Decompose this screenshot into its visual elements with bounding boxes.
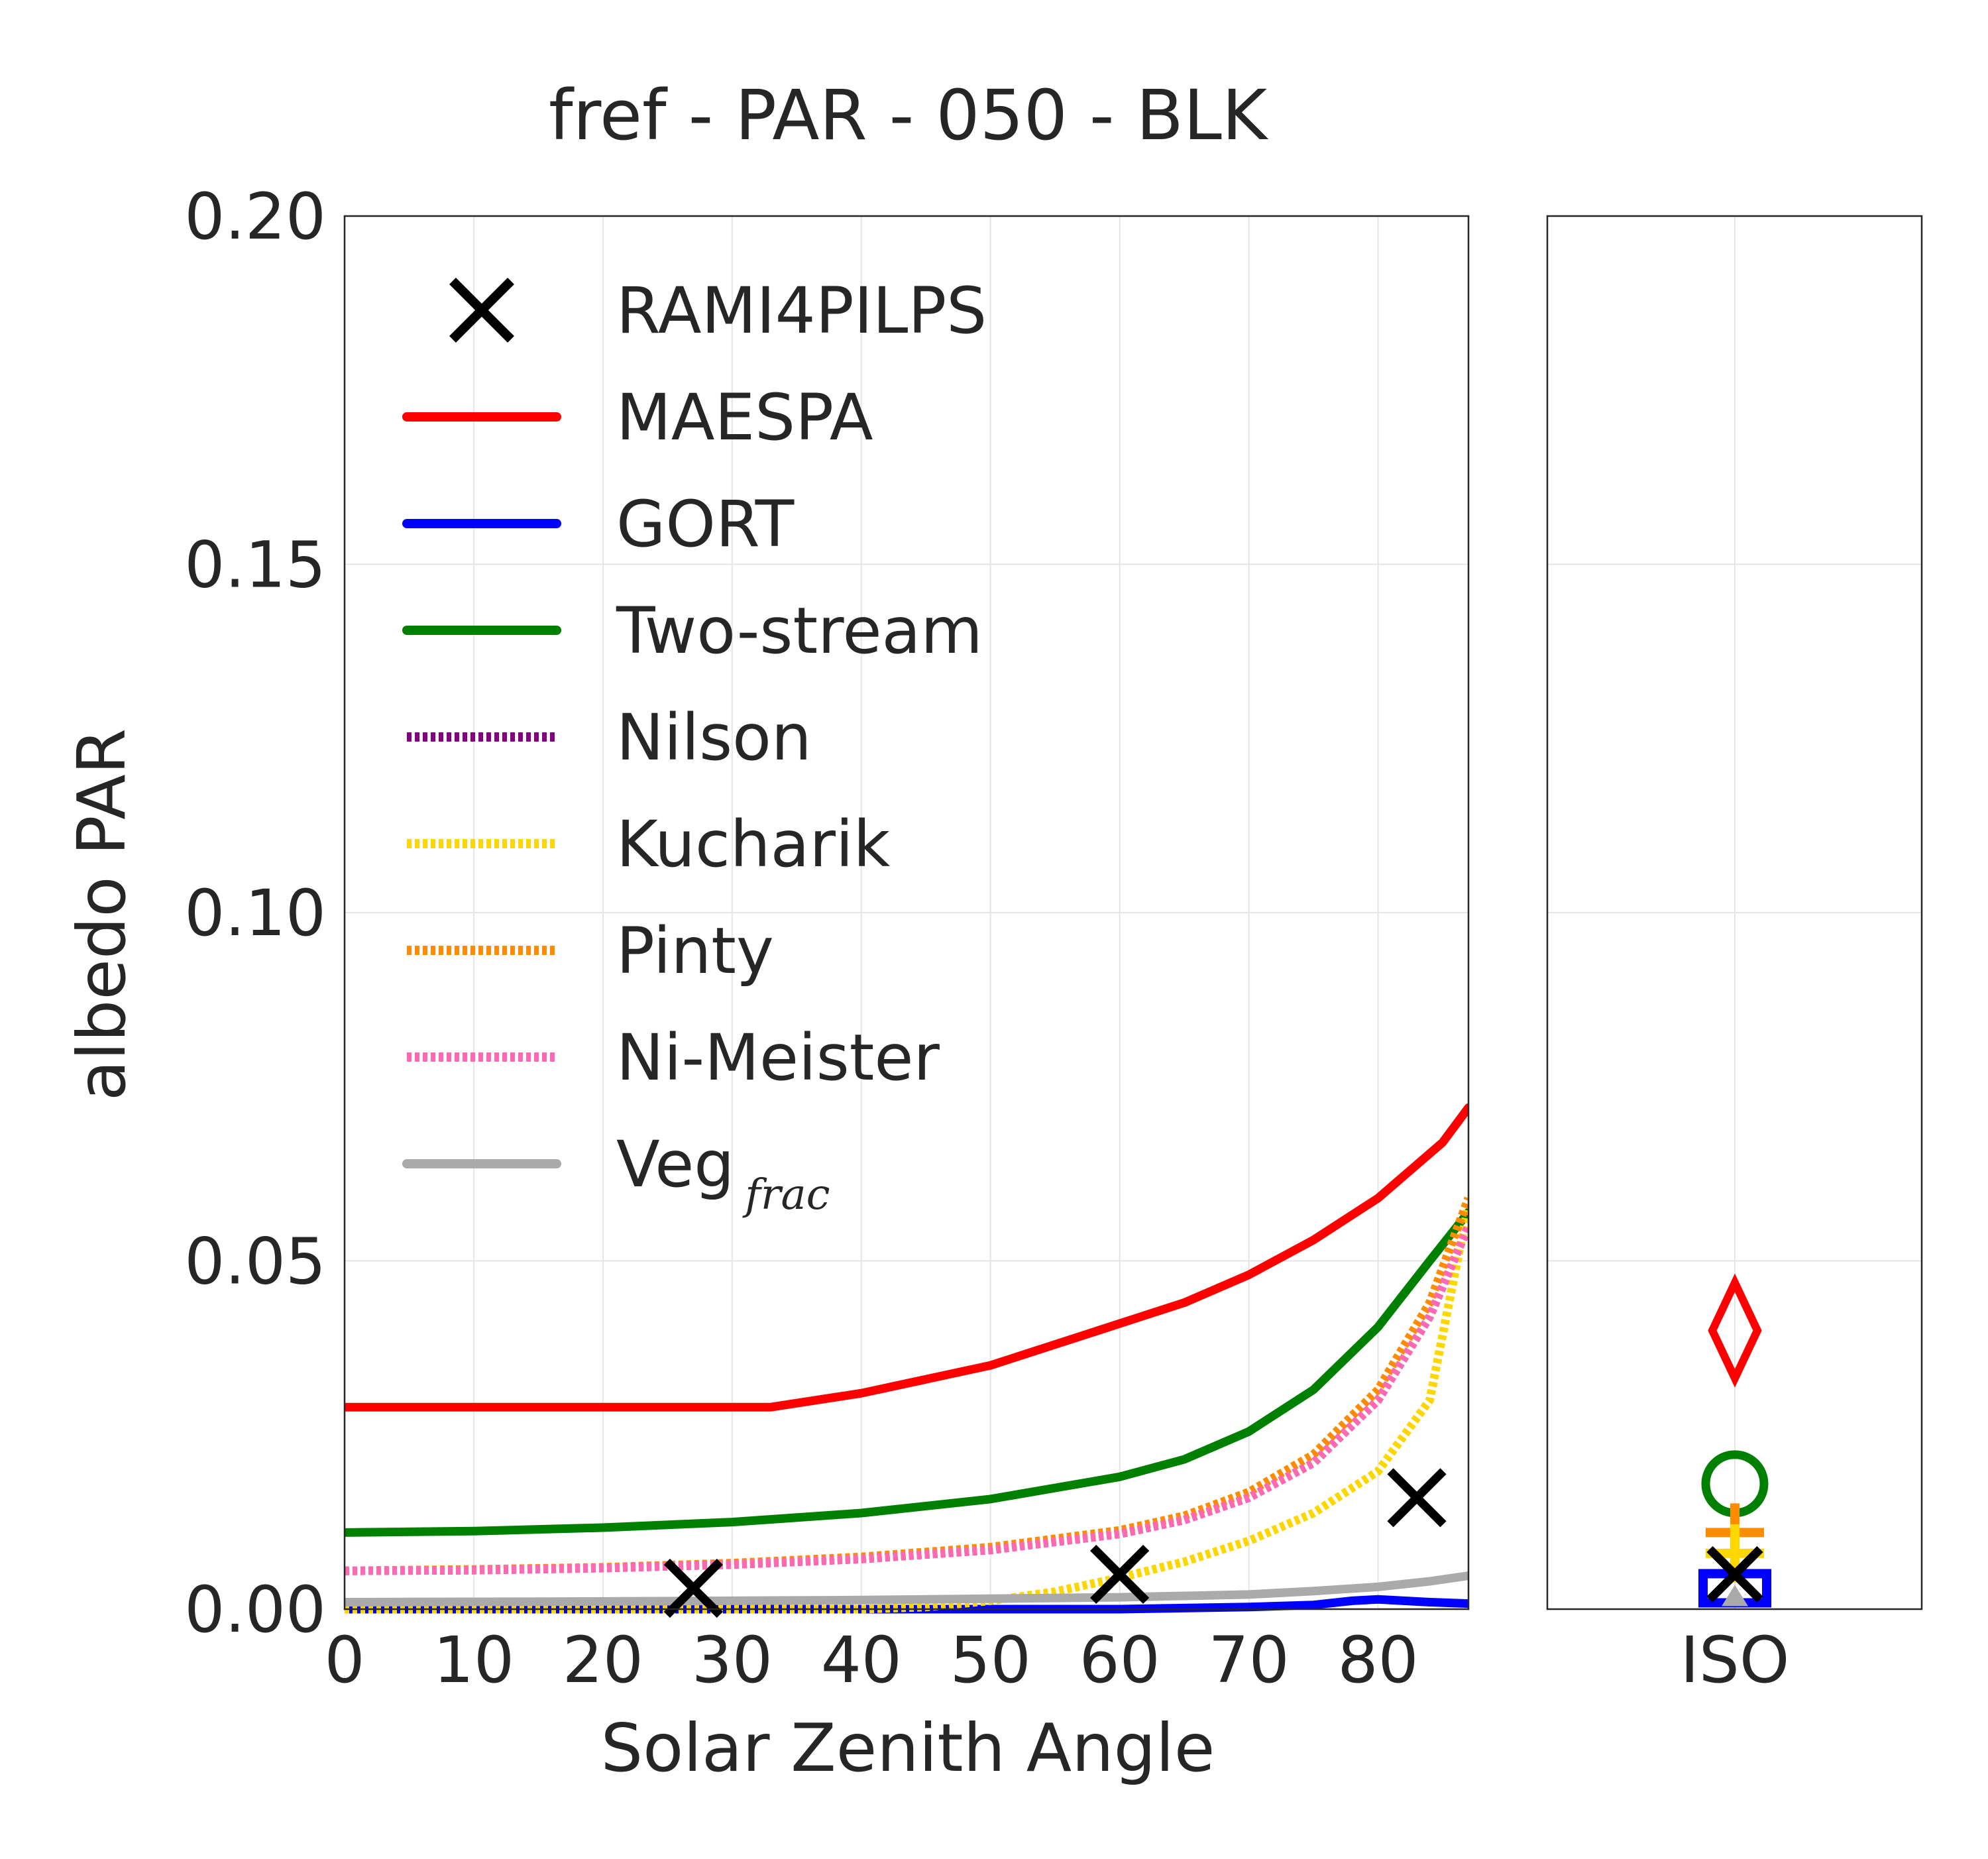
iso-marker-rami4pilps-stroke-b [1706,1546,1763,1603]
main-plot-frame [343,215,1470,1610]
iso-markers [1698,1273,1771,1608]
iso-plot-grid [1547,215,1922,1610]
legend-label-nilson: Nilson [616,701,812,775]
legend-label-kucharik: Kucharik [616,807,891,881]
legend-item-two-stream: Two-stream [402,594,983,668]
legend-label-rami4pilps: RAMI4PILPS [616,274,987,348]
x-tick-label: 70 [1209,1623,1290,1697]
iso-marker-maespa [1708,1273,1762,1388]
legend-item-kucharik: Kucharik [407,807,891,881]
legend-label-maespa: MAESPA [616,380,873,455]
y-tick-label: 0.20 [184,180,326,254]
rami4pilps-point-stroke-b [1090,1544,1150,1605]
legend-item-ni-meister: Ni-Meister [407,1021,940,1095]
y-tick-label: 0.15 [184,528,326,602]
series-line-ni-meister [345,1224,1468,1575]
x-tick-label: 10 [433,1623,514,1697]
legend-marker-rami4pilps [449,278,514,343]
legend-item-rami4pilps: RAMI4PILPS [449,274,987,348]
legend-marker-rami4pilps-stroke-b [449,278,514,343]
x-tick-label: 40 [821,1623,902,1697]
iso-plot-frame [1546,215,1923,1610]
series-line-two-stream [345,1208,1468,1537]
legend-label-pinty: Pinty [616,914,774,988]
legend-item-nilson: Nilson [407,701,812,775]
legend-label-ni-meister: Ni-Meister [616,1021,940,1095]
rami4pilps-point-stroke-b [663,1558,723,1618]
rami4pilps-point [663,1558,723,1618]
y-tick-label: 0.05 [184,1225,326,1299]
y-tick-labels: 0.00 0.05 0.10 0.15 0.20 [184,180,326,1647]
series-lines [345,1103,1468,1614]
x-tick-label: 50 [950,1623,1031,1697]
legend-item-gort: GORT [402,487,795,561]
iso-marker-rami4pilps [1706,1546,1763,1603]
x-axis-label: Solar Zenith Angle [601,1709,1215,1787]
x-tick-label: 80 [1337,1623,1418,1697]
iso-category-label: ISO [1681,1623,1790,1697]
x-tick-labels: 0 10 20 30 40 50 60 70 80 [324,1623,1418,1697]
x-tick-label: 20 [563,1623,643,1697]
y-axis-label: albedo PAR [63,728,140,1101]
rami4pilps-point [1387,1468,1447,1528]
y-tick-label: 0.00 [184,1573,326,1647]
rami4pilps-point [1090,1544,1150,1605]
legend-label-gort: GORT [616,487,795,561]
x-tick-label: 0 [324,1623,364,1697]
chart-legend: RAMI4PILPS MAESPA GORT Two-stream Nilson Kuch… [402,274,987,1219]
chart-title: fref - PAR - 050 - BLK [549,75,1269,156]
y-tick-label: 0.10 [184,876,326,950]
legend-item-maespa: MAESPA [402,380,873,455]
iso-marker-veg [1722,1585,1748,1606]
series-markers [663,1468,1447,1618]
x-tick-label: 60 [1079,1623,1160,1697]
legend-label-subscript: frac [742,1170,830,1219]
legend-label-veg: Veg frac [616,1127,830,1219]
series-line-maespa [345,1103,1468,1412]
series-line-kucharik [345,1204,1468,1614]
legend-item-veg: Veg frac [402,1127,830,1219]
legend-item-pinty: Pinty [407,914,774,988]
legend-label-two-stream: Two-stream [616,594,983,668]
x-tick-label: 30 [692,1623,773,1697]
rami4pilps-point-stroke-b [1387,1468,1447,1528]
series-line-veg [345,1571,1468,1606]
